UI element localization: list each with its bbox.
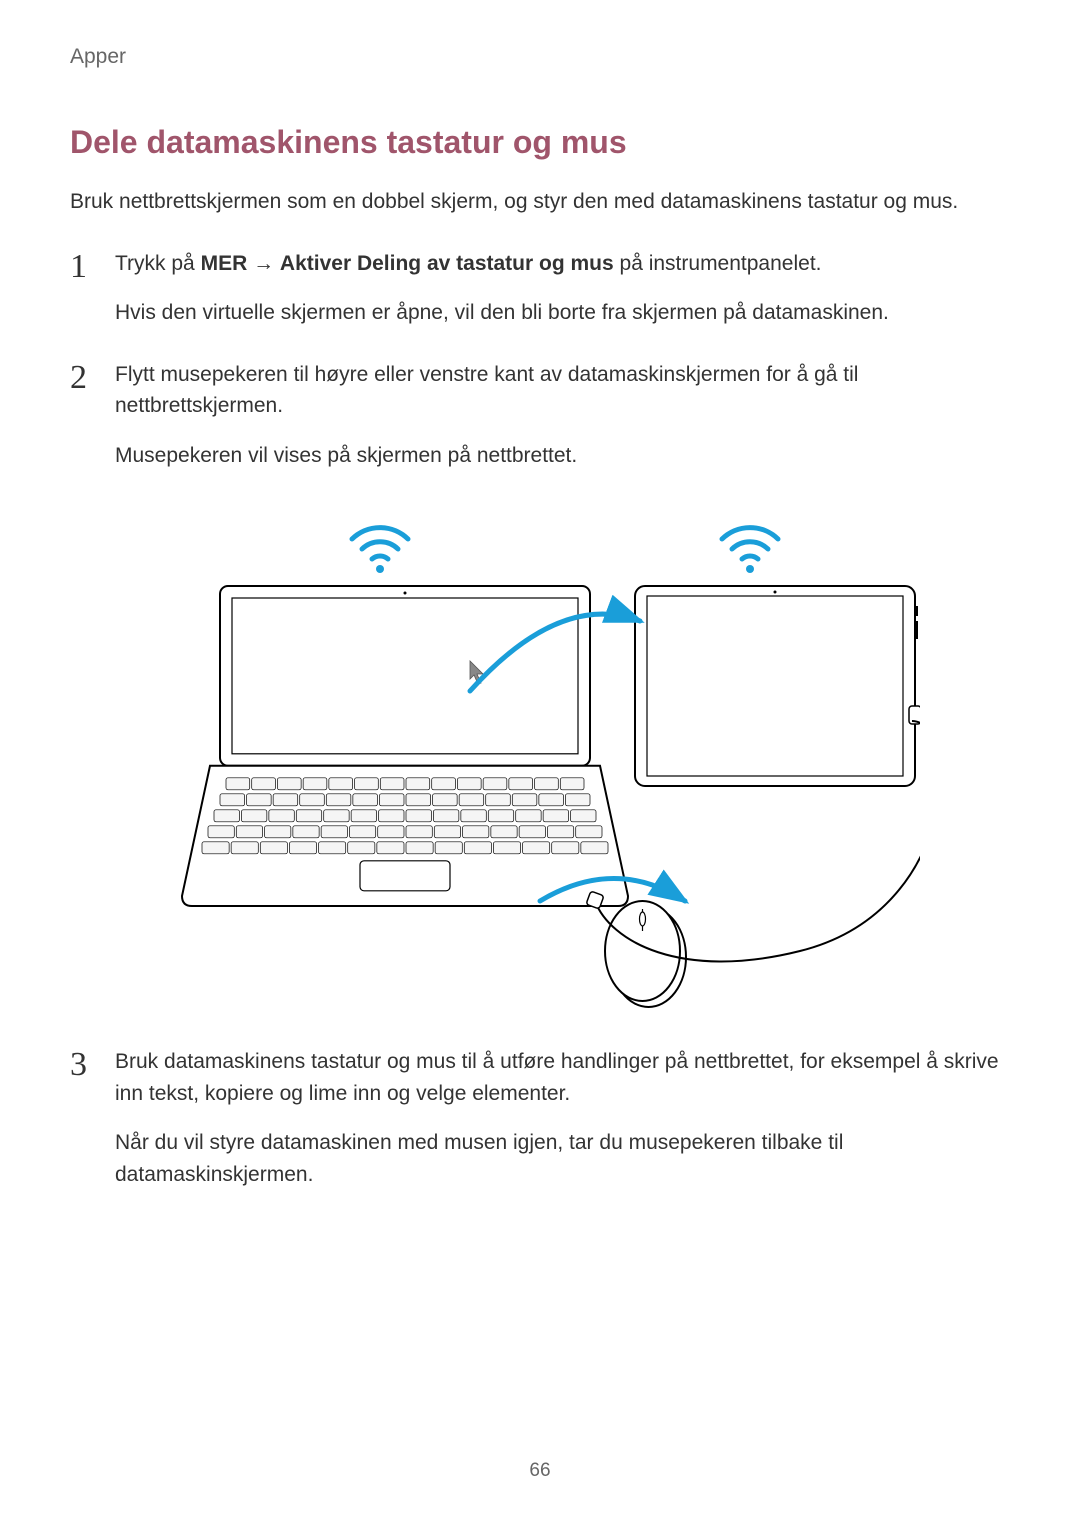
step-body: Flytt musepekeren til høyre eller venstr… <box>115 359 1010 472</box>
step-line: Bruk datamaskinens tastatur og mus til å… <box>115 1046 1010 1109</box>
page-number: 66 <box>0 1460 1080 1482</box>
step-line: Flytt musepekeren til høyre eller venstr… <box>115 359 1010 422</box>
step-body: Bruk datamaskinens tastatur og mus til å… <box>115 1046 1010 1190</box>
step-3: 3 Bruk datamaskinens tastatur og mus til… <box>70 1046 1010 1190</box>
sharing-diagram <box>160 501 920 1011</box>
step-number: 1 <box>70 248 115 284</box>
step-number: 3 <box>70 1046 115 1082</box>
intro-text: Bruk nettbrettskjermen som en dobbel skj… <box>70 186 1010 218</box>
step-line: Når du vil styre datamaskinen med musen … <box>115 1127 1010 1190</box>
step-2: 2 Flytt musepekeren til høyre eller vens… <box>70 359 1010 472</box>
section-title: Dele datamaskinens tastatur og mus <box>70 124 1010 161</box>
step-line: Trykk på MER → Aktiver Deling av tastatu… <box>115 248 1010 280</box>
step-line: Hvis den virtuelle skjermen er åpne, vil… <box>115 297 1010 329</box>
step-line: Musepekeren vil vises på skjermen på net… <box>115 440 1010 472</box>
diagram <box>70 501 1010 1011</box>
step-1: 1 Trykk på MER → Aktiver Deling av tasta… <box>70 248 1010 329</box>
step-body: Trykk på MER → Aktiver Deling av tastatu… <box>115 248 1010 329</box>
page-header: Apper <box>70 45 1010 69</box>
step-number: 2 <box>70 359 115 395</box>
